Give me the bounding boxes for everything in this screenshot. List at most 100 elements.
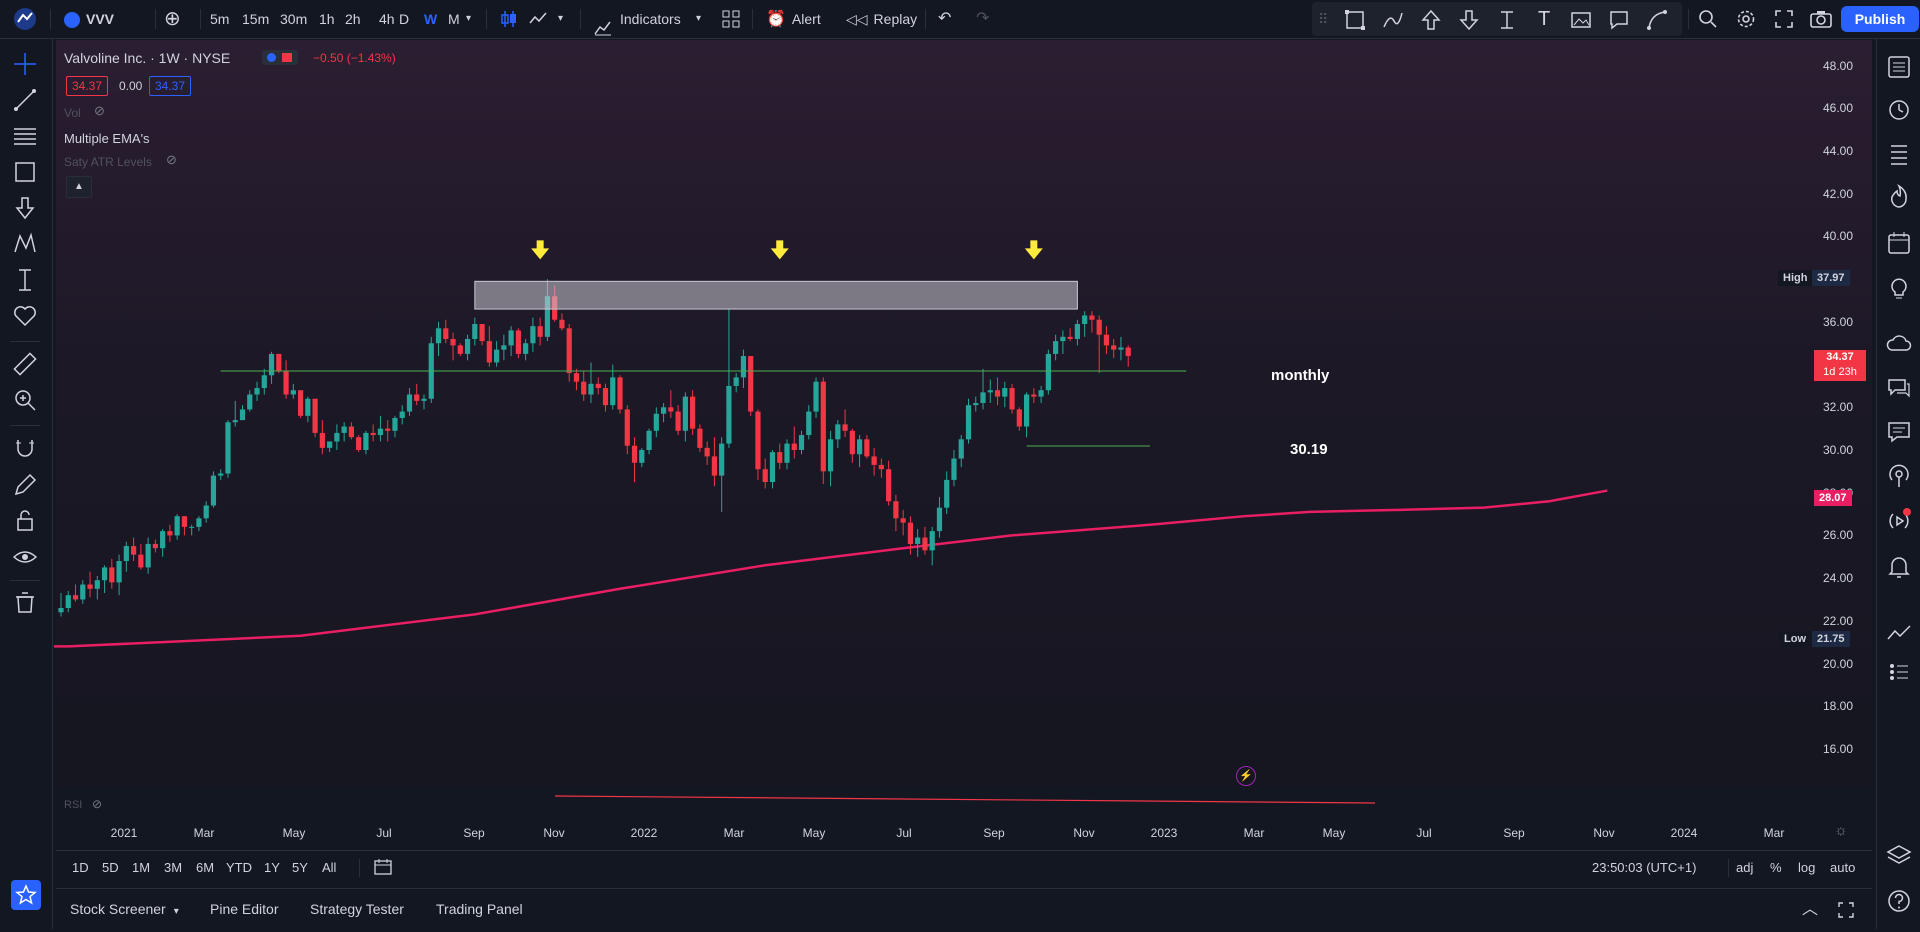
range-5y[interactable]: 5Y — [292, 860, 308, 875]
gear-icon[interactable] — [1736, 9, 1756, 29]
axis-settings-icon[interactable]: ☼ — [1834, 822, 1848, 839]
interval-30m[interactable]: 30m — [280, 11, 308, 27]
redo-icon[interactable]: ↷ — [976, 10, 990, 27]
indicators-dropdown-icon[interactable]: ▾ — [696, 13, 702, 24]
maximize-panel-icon[interactable] — [1838, 902, 1854, 918]
search-icon[interactable] — [1698, 9, 1718, 29]
text-tool-icon[interactable]: T — [1538, 8, 1551, 30]
messages-icon[interactable] — [1885, 418, 1913, 446]
chevron-up-icon[interactable]: ︿ — [1802, 901, 1819, 918]
date-range-icon[interactable] — [374, 859, 392, 875]
magnet-icon[interactable] — [11, 435, 39, 463]
trading-chart-icon[interactable] — [1885, 619, 1913, 647]
auto-scale-toggle[interactable]: auto — [1830, 860, 1856, 875]
zoom-in-icon[interactable] — [11, 386, 39, 414]
curve-tool-icon[interactable] — [1646, 9, 1668, 31]
percent-toggle[interactable]: % — [1770, 860, 1782, 875]
heart-icon[interactable] — [11, 302, 39, 330]
replay-button[interactable]: ◁◁ Replay — [846, 0, 917, 38]
help-icon[interactable] — [1885, 887, 1913, 915]
atr-hidden-eye-icon[interactable]: ⊘ — [166, 152, 177, 167]
collapse-legend-button[interactable]: ▲ — [66, 176, 92, 198]
measure-tool-icon[interactable] — [11, 266, 39, 294]
lightning-icon[interactable]: ⚡ — [1236, 766, 1256, 786]
fullscreen-icon[interactable] — [1774, 9, 1794, 29]
pattern-tool-icon[interactable] — [11, 230, 39, 258]
undo-icon[interactable]: ↶ — [938, 10, 952, 27]
ask-price-box[interactable]: 34.37 — [149, 76, 192, 96]
candles-icon[interactable] — [499, 9, 519, 29]
chart-pane[interactable] — [56, 40, 1872, 788]
streams-cloud-icon[interactable] — [1885, 330, 1913, 358]
shape-tool-icon[interactable] — [11, 158, 39, 186]
rsi-indicator-label[interactable]: RSI — [64, 799, 83, 811]
interval-1h[interactable]: 1h — [319, 11, 335, 27]
chart-type-icon[interactable] — [528, 9, 548, 29]
log-toggle[interactable]: log — [1798, 860, 1816, 875]
adjust-toggle[interactable]: adj — [1736, 860, 1754, 875]
timezone-clock[interactable]: 23:50:03 (UTC+1) — [1592, 860, 1697, 875]
alert-button[interactable]: ⏰ Alert — [766, 0, 821, 38]
favorites-star-button[interactable] — [11, 880, 41, 910]
tab-strategy-tester[interactable]: Strategy Tester — [310, 901, 404, 917]
fib-retracement-icon[interactable] — [11, 122, 39, 150]
arrow-down-tool-icon[interactable] — [1458, 9, 1480, 31]
pencil-lock-icon[interactable] — [11, 471, 39, 499]
range-ytd[interactable]: YTD — [226, 860, 252, 875]
tab-trading-panel[interactable]: Trading Panel — [436, 901, 523, 917]
volume-indicator-label[interactable]: Vol — [64, 106, 81, 120]
trend-line-icon[interactable] — [11, 86, 39, 114]
volume-hidden-eye-icon[interactable]: ⊘ — [94, 103, 105, 118]
tab-stock-screener[interactable]: Stock Screener ▾ — [70, 889, 179, 930]
support-level-label[interactable]: 30.19 — [1290, 441, 1328, 458]
rsi-hidden-eye-icon[interactable]: ⊘ — [92, 797, 103, 811]
indicators-button[interactable]: Indicators — [594, 0, 681, 38]
drag-handle-icon[interactable]: ⠿ — [1318, 11, 1329, 27]
monthly-level-label[interactable]: monthly — [1271, 367, 1330, 384]
atr-indicator-label[interactable]: Saty ATR Levels — [64, 155, 152, 169]
interval-w[interactable]: W — [424, 11, 438, 27]
notifications-bell-icon[interactable] — [1885, 552, 1913, 580]
ema-indicator-label[interactable]: Multiple EMA's — [64, 131, 150, 146]
ruler-icon[interactable] — [11, 350, 39, 378]
broadcast-icon[interactable] — [1885, 462, 1913, 490]
live-stream-icon[interactable] — [1885, 507, 1913, 535]
lock-icon[interactable] — [11, 507, 39, 535]
alarm-clock-icon[interactable] — [1885, 95, 1913, 123]
layers-icon[interactable] — [1885, 842, 1913, 870]
callout-tool-icon[interactable] — [1608, 9, 1630, 31]
hotlist-flame-icon[interactable] — [1885, 183, 1913, 211]
arrow-down-marker-icon[interactable] — [11, 194, 39, 222]
interval-dropdown-icon[interactable]: ▾ — [466, 13, 472, 24]
chart-title[interactable]: Valvoline Inc. · 1W · NYSE — [64, 50, 231, 66]
chart-type-dropdown-icon[interactable]: ▾ — [558, 13, 564, 24]
range-5d[interactable]: 5D — [102, 860, 119, 875]
range-1y[interactable]: 1Y — [264, 860, 280, 875]
watchlist-icon[interactable] — [1885, 53, 1913, 81]
trash-icon[interactable] — [11, 588, 39, 616]
layout-grid-icon[interactable] — [722, 10, 740, 28]
crosshair-icon[interactable] — [11, 50, 39, 78]
arrow-up-tool-icon[interactable] — [1420, 9, 1442, 31]
eye-icon[interactable] — [11, 543, 39, 571]
object-tree-icon[interactable] — [1885, 658, 1913, 686]
interval-d[interactable]: D — [399, 11, 410, 27]
range-all[interactable]: All — [322, 860, 337, 875]
range-1m[interactable]: 1M — [132, 860, 151, 875]
calendar-icon[interactable] — [1885, 229, 1913, 257]
price-range-tool-icon[interactable] — [1496, 9, 1518, 31]
brush-tool-icon[interactable] — [1382, 9, 1404, 31]
ideas-lightbulb-icon[interactable] — [1885, 273, 1913, 301]
interval-15m[interactable]: 15m — [242, 11, 270, 27]
interval-4h[interactable]: 4h — [379, 11, 395, 27]
symbol-search[interactable]: VVV — [64, 0, 114, 38]
bid-price-box[interactable]: 34.37 — [66, 76, 109, 96]
data-window-icon[interactable] — [1885, 140, 1913, 168]
compare-icon[interactable]: ⊕ — [164, 8, 181, 30]
range-3m[interactable]: 3M — [164, 860, 183, 875]
camera-icon[interactable] — [1810, 9, 1832, 29]
range-6m[interactable]: 6M — [196, 860, 215, 875]
tab-pine-editor[interactable]: Pine Editor — [210, 901, 279, 917]
range-1d[interactable]: 1D — [72, 860, 89, 875]
